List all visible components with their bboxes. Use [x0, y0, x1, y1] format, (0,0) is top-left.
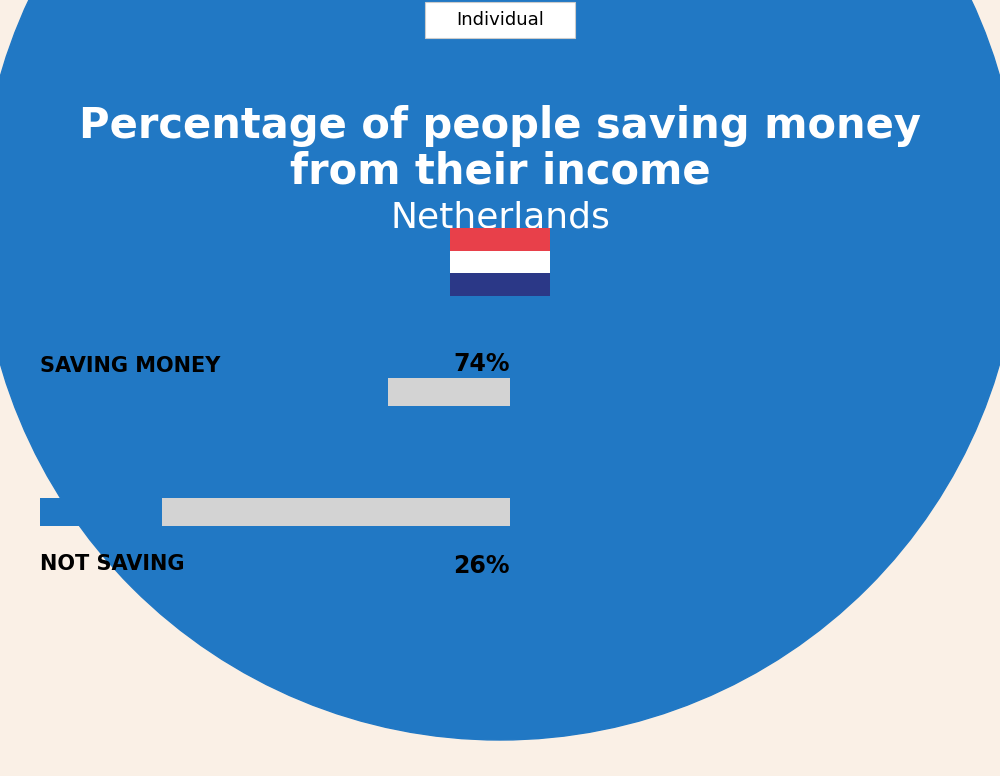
FancyBboxPatch shape [450, 228, 550, 251]
Bar [40, 498, 510, 526]
Text: from their income: from their income [290, 150, 710, 192]
Bar [40, 378, 388, 406]
FancyBboxPatch shape [450, 251, 550, 273]
Text: 74%: 74% [454, 352, 510, 376]
Text: Individual: Individual [456, 11, 544, 29]
Bar [40, 498, 162, 526]
Text: SAVING MONEY: SAVING MONEY [40, 356, 220, 376]
Bar [40, 378, 510, 406]
Text: Percentage of people saving money: Percentage of people saving money [79, 105, 921, 147]
Text: Netherlands: Netherlands [390, 201, 610, 235]
Text: NOT SAVING: NOT SAVING [40, 554, 184, 574]
Circle shape [0, 0, 1000, 740]
Text: 26%: 26% [454, 554, 510, 578]
FancyBboxPatch shape [450, 273, 550, 296]
FancyBboxPatch shape [425, 2, 575, 38]
